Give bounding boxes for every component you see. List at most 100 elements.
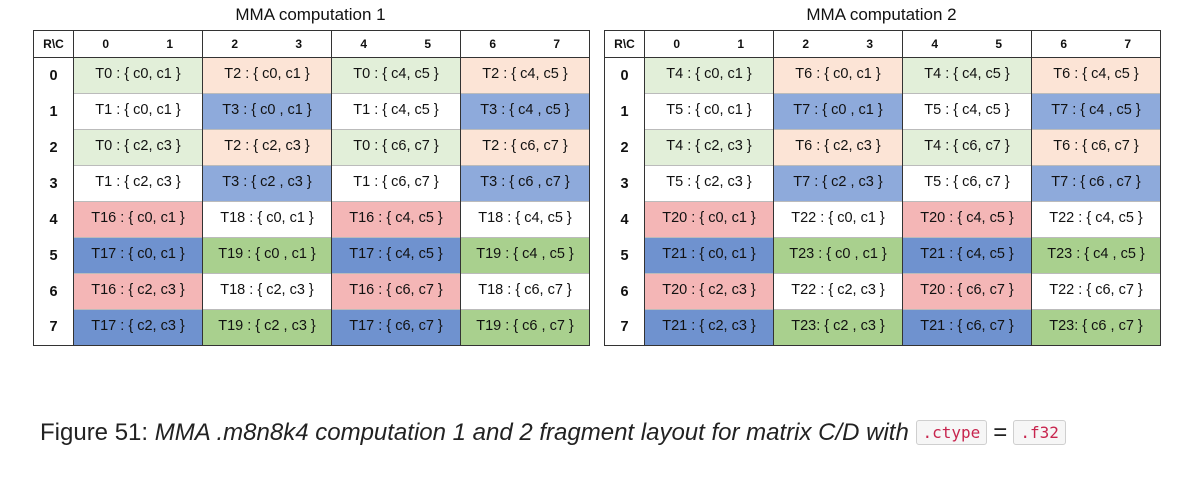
fragment-cell-text: T4 : { c4, c5 }	[924, 65, 1010, 82]
fragment-cell: T5 : { c2, c3 }	[644, 165, 774, 202]
table-row: 1 T1 : { c0, c1 } T3 : { c0 , c1 } T1 : { c…	[33, 93, 590, 130]
column-header: 4	[902, 30, 967, 58]
row-label: 4	[604, 201, 645, 238]
fragment-cell-text: T23: { c2 , c3 }	[791, 317, 885, 334]
fragment-cell: T4 : { c2, c3 }	[644, 129, 774, 166]
fragment-cell-text: T3 : { c2 , c3 }	[222, 173, 312, 190]
fragment-cell: T6 : { c0, c1 }	[773, 57, 903, 94]
fragment-cell: T1 : { c6, c7 }	[331, 165, 461, 202]
fragment-cell-text: T22 : { c4, c5 }	[1049, 209, 1143, 226]
fragment-cell: T18 : { c4, c5 }	[460, 201, 590, 238]
corner-label: R\C	[33, 30, 74, 58]
fragment-cell: T7 : { c6 , c7 }	[1031, 165, 1161, 202]
fragment-cell: T3 : { c0 , c1 }	[202, 93, 332, 130]
fragment-cell-text: T2 : { c6, c7 }	[482, 137, 568, 154]
fragment-cell-text: T21 : { c2, c3 }	[662, 317, 756, 334]
fragment-cell: T16 : { c4, c5 }	[331, 201, 461, 238]
fragment-cell-text: T19 : { c2 , c3 }	[218, 317, 316, 334]
fragment-cell: T23: { c2 , c3 }	[773, 309, 903, 346]
panel-title-computation-2: MMA computation 2	[806, 5, 957, 24]
fragment-cell-text: T6 : { c6, c7 }	[1053, 137, 1139, 154]
column-header: 4	[331, 30, 396, 58]
row-label: 5	[604, 237, 645, 274]
fragment-cell-text: T17 : { c6, c7 }	[349, 317, 443, 334]
fragment-cell-text: T16 : { c6, c7 }	[349, 281, 443, 298]
column-header: 3	[837, 30, 903, 58]
fragment-cell-text: T1 : { c6, c7 }	[353, 173, 439, 190]
row-label: 7	[604, 309, 645, 346]
code-ctype: .ctype	[915, 420, 988, 445]
figure-caption: Figure 51: MMA .m8n8k4 computation 1 and…	[40, 419, 1180, 447]
fragment-cell: T2 : { c2, c3 }	[202, 129, 332, 166]
fragment-cell-text: T20 : { c6, c7 }	[920, 281, 1014, 298]
fragment-cell-text: T1 : { c2, c3 }	[95, 173, 181, 190]
fragment-cell-text: T3 : { c4 , c5 }	[480, 101, 570, 118]
fragment-cell: T21 : { c4, c5 }	[902, 237, 1032, 274]
fragment-cell: T2 : { c6, c7 }	[460, 129, 590, 166]
fragment-cell: T17 : { c2, c3 }	[73, 309, 203, 346]
fragment-grid: R\C 0 1 2 3 4 5 6 7 0 T4 : { c0, c1 } T6 : { c0, c1…	[604, 30, 1161, 346]
fragment-cell-text: T0 : { c2, c3 }	[95, 137, 181, 154]
fragment-cell: T2 : { c4, c5 }	[460, 57, 590, 94]
fragment-cell-text: T18 : { c4, c5 }	[478, 209, 572, 226]
fragment-cell: T4 : { c0, c1 }	[644, 57, 774, 94]
table-row: 2 T0 : { c2, c3 } T2 : { c2, c3 } T0 : { c6…	[33, 129, 590, 166]
fragment-cell: T16 : { c0, c1 }	[73, 201, 203, 238]
column-header: 2	[202, 30, 267, 58]
fragment-cell: T21 : { c2, c3 }	[644, 309, 774, 346]
fragment-cell-text: T7 : { c0 , c1 }	[793, 101, 883, 118]
row-label: 0	[33, 57, 74, 94]
fragment-cell-text: T21 : { c0, c1 }	[662, 245, 756, 262]
fragment-cell-text: T7 : { c2 , c3 }	[793, 173, 883, 190]
row-label: 1	[33, 93, 74, 130]
fragment-cell: T17 : { c0, c1 }	[73, 237, 203, 274]
fragment-cell: T3 : { c4 , c5 }	[460, 93, 590, 130]
row-label: 6	[604, 273, 645, 310]
fragment-cell: T20 : { c0, c1 }	[644, 201, 774, 238]
caption-equals: =	[993, 419, 1008, 446]
fragment-cell: T17 : { c6, c7 }	[331, 309, 461, 346]
table-row: 7 T17 : { c2, c3 } T19 : { c2 , c3 } T17 : …	[33, 309, 590, 346]
fragment-cell-text: T6 : { c0, c1 }	[795, 65, 881, 82]
fragment-cell-text: T23 : { c4 , c5 }	[1047, 245, 1145, 262]
fragment-table-computation-2: R\C 0 1 2 3 4 5 6 7 0 T4 : { c0, c1 } T6 : { c0, c1…	[604, 30, 1161, 346]
fragment-cell-text: T19 : { c0 , c1 }	[218, 245, 316, 262]
fragment-cell-text: T20 : { c0, c1 }	[662, 209, 756, 226]
fragment-cell: T1 : { c2, c3 }	[73, 165, 203, 202]
table-row: 6 T16 : { c2, c3 } T18 : { c2, c3 } T16 : {…	[33, 273, 590, 310]
row-label: 2	[33, 129, 74, 166]
column-header: 7	[1095, 30, 1161, 58]
fragment-cell: T19 : { c4 , c5 }	[460, 237, 590, 274]
fragment-cell-text: T21 : { c4, c5 }	[920, 245, 1014, 262]
column-header: 5	[966, 30, 1032, 58]
fragment-cell-text: T7 : { c6 , c7 }	[1051, 173, 1141, 190]
fragment-cell-text: T23: { c6 , c7 }	[1049, 317, 1143, 334]
fragment-cell-text: T5 : { c6, c7 }	[924, 173, 1010, 190]
table-row: 4 T16 : { c0, c1 } T18 : { c0, c1 } T16 : {…	[33, 201, 590, 238]
fragment-cell: T5 : { c6, c7 }	[902, 165, 1032, 202]
row-label: 7	[33, 309, 74, 346]
row-label: 3	[33, 165, 74, 202]
fragment-cell: T0 : { c6, c7 }	[331, 129, 461, 166]
code-f32: .f32	[1013, 420, 1066, 445]
fragment-cell: T2 : { c0, c1 }	[202, 57, 332, 94]
fragment-cell: T20 : { c6, c7 }	[902, 273, 1032, 310]
fragment-cell-text: T4 : { c0, c1 }	[666, 65, 752, 82]
fragment-cell: T0 : { c2, c3 }	[73, 129, 203, 166]
fragment-cell: T18 : { c2, c3 }	[202, 273, 332, 310]
fragment-cell-text: T2 : { c0, c1 }	[224, 65, 310, 82]
fragment-cell: T18 : { c0, c1 }	[202, 201, 332, 238]
fragment-cell-text: T6 : { c4, c5 }	[1053, 65, 1139, 82]
table-row: 3 T5 : { c2, c3 } T7 : { c2 , c3 } T5 : { c…	[604, 165, 1161, 202]
row-label: 1	[604, 93, 645, 130]
fragment-cell: T16 : { c2, c3 }	[73, 273, 203, 310]
column-header: 3	[266, 30, 332, 58]
table-row: 7 T21 : { c2, c3 } T23: { c2 , c3 } T21 : {…	[604, 309, 1161, 346]
fragment-cell: T18 : { c6, c7 }	[460, 273, 590, 310]
fragment-cell: T3 : { c2 , c3 }	[202, 165, 332, 202]
fragment-cell: T3 : { c6 , c7 }	[460, 165, 590, 202]
column-header: 6	[1031, 30, 1096, 58]
header-row: R\C 0 1 2 3 4 5 6 7	[33, 30, 590, 58]
fragment-cell: T22 : { c0, c1 }	[773, 201, 903, 238]
fragment-cell-text: T18 : { c0, c1 }	[220, 209, 314, 226]
